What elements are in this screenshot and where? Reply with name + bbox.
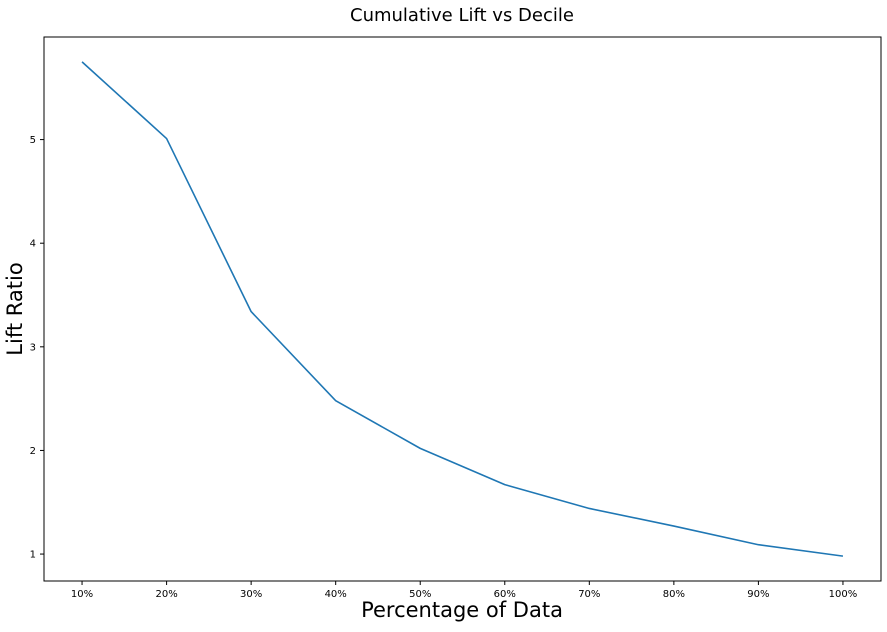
x-tick-label: 10% — [71, 589, 93, 600]
y-tick-label: 1 — [30, 550, 36, 561]
plot-area-frame — [43, 36, 882, 582]
x-tick-label: 40% — [325, 589, 347, 600]
x-axis-label: Percentage of Data — [361, 598, 563, 622]
y-tick-label: 2 — [30, 446, 36, 457]
x-tick-label: 90% — [747, 589, 769, 600]
x-tick-label: 70% — [578, 589, 600, 600]
y-axis: 1 2 3 4 5 — [30, 135, 44, 561]
series-line — [81, 61, 844, 557]
y-tick-label: 4 — [30, 239, 36, 250]
y-tick-label: 5 — [30, 135, 36, 146]
x-tick-label: 60% — [494, 589, 516, 600]
x-tick-label: 100% — [829, 589, 858, 600]
x-axis: 10% 20% 30% 40% 50% 60% 70% 80% 90% 100% — [71, 581, 857, 600]
x-tick-label: 20% — [155, 589, 177, 600]
x-tick-label: 50% — [409, 589, 431, 600]
x-tick-label: 30% — [240, 589, 262, 600]
y-tick-label: 3 — [30, 342, 36, 353]
y-axis-label: Lift Ratio — [3, 262, 27, 355]
series-layer — [81, 61, 844, 557]
chart-title: Cumulative Lift vs Decile — [350, 5, 574, 26]
x-tick-label: 80% — [663, 589, 685, 600]
